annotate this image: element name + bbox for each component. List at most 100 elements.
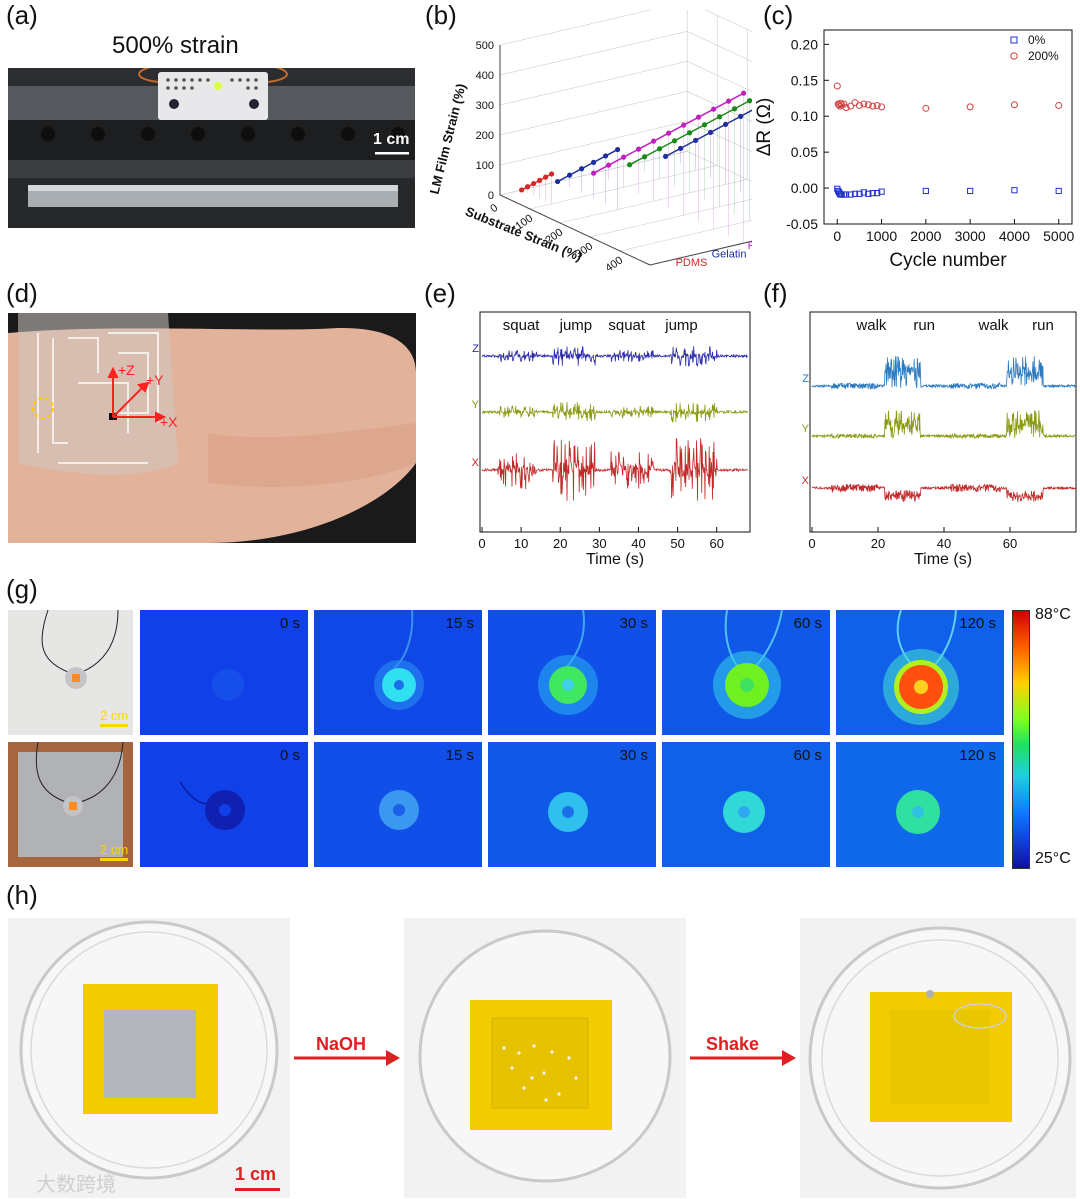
series-name: Y (472, 399, 480, 411)
scale-bar-label-g2: 2 cm (100, 842, 129, 857)
trace-z (481, 346, 748, 368)
x-tick-label: 0 (488, 202, 500, 215)
thermal-time-label: 120 s (959, 615, 996, 632)
data-point (855, 101, 863, 109)
data-point (842, 104, 850, 112)
dish-before-drawing (19, 920, 280, 1191)
arrow-shake (690, 1050, 796, 1066)
x-tick-label: 30 (592, 536, 606, 551)
x-tick-label: 0 (478, 536, 485, 551)
data-point (837, 99, 845, 107)
data-point (836, 102, 844, 110)
data-point (591, 159, 597, 165)
grid-line (499, 31, 752, 76)
x-tick-label: 50 (670, 536, 684, 551)
scale-bar-label-g1: 2 cm (100, 708, 129, 723)
x-tick-label: 20 (871, 536, 885, 551)
chart-e-frame (479, 311, 751, 533)
thermal-time-label: 30 s (619, 747, 648, 764)
x-tick-label: 4000 (999, 228, 1030, 244)
legend-marker (1010, 36, 1018, 44)
x-tick-label: 500 (633, 268, 655, 270)
chart-f-series-names: Z Y X (802, 373, 810, 487)
chart-c-frame (823, 29, 1073, 225)
axis-label-z: +Z (118, 362, 135, 378)
chart-e-motion: squat jump squat jump Z Y X 0 10 20 30 40 50 60 Tim… (472, 311, 751, 568)
grid-line (589, 198, 752, 238)
panel-e-label: (e) (424, 278, 456, 308)
segment-label: run (913, 317, 935, 334)
grid-line (499, 10, 752, 46)
watermark-text: 大数跨境 (36, 1174, 116, 1196)
stretch-rig-drawing (8, 68, 415, 228)
y-tick-label: 100 (476, 160, 494, 172)
step-label-naoh: NaOH (316, 1034, 367, 1054)
data-point (865, 190, 872, 197)
substrate-label-rubber: Rubber (748, 240, 752, 252)
thermal-time-label: 15 s (445, 615, 474, 632)
thermal-bottom-60s: 60 s (662, 742, 830, 867)
series-name: Z (472, 343, 479, 355)
panel-h-label: (h) (6, 880, 38, 910)
stretch-rig-photo: 1 cm (8, 68, 415, 228)
data-point (663, 153, 669, 159)
data-point (836, 190, 844, 197)
trace-z (811, 356, 1076, 390)
data-point (860, 189, 867, 196)
chart-f-frame (809, 311, 1077, 533)
dish-photo-naoh (404, 918, 686, 1198)
thermal-top-15s: 15 s (314, 610, 482, 735)
data-point (603, 153, 609, 159)
data-point (847, 102, 855, 110)
panel-d-label: (d) (6, 278, 38, 308)
x-tick-label: 3000 (955, 228, 986, 244)
chart-e-xlabel: Time (s) (586, 551, 644, 568)
chart-c-xticks: 0 1000 2000 3000 4000 5000 (833, 219, 1074, 244)
x-tick-label: 2000 (910, 228, 941, 244)
y-tick-label: 400 (476, 70, 494, 82)
thermal-bottom-120s: 120 s (836, 742, 1004, 867)
data-point (525, 184, 531, 190)
data-point (579, 166, 585, 172)
segment-label: walk (855, 317, 887, 334)
segment-label: squat (608, 317, 646, 334)
dish-photo-shake (800, 918, 1076, 1198)
x-tick-label: 10 (514, 536, 528, 551)
data-point (1011, 187, 1018, 194)
thermal-bottom-15s: 15 s (314, 742, 482, 867)
y-tick-label: 0.15 (791, 72, 818, 88)
thermal-bottom-30s: 30 s (488, 742, 656, 867)
chart-b-3d-strain: 0 100 200 300 400 500 0 100 200 300 400 500 PDMS Ge… (427, 10, 752, 270)
chart-c-points (833, 82, 1063, 198)
step-label-shake: Shake (706, 1034, 760, 1054)
x-tick-label: 1000 (866, 228, 897, 244)
y-tick-label: 0 (488, 190, 494, 202)
y-tick-label: 300 (476, 100, 494, 112)
chart-f-motion: walk run walk run Z Y X 0 20 40 60 Time (s) (802, 311, 1077, 568)
chart-b-substrate-labels: PDMSGelatinRubberPUSBS (676, 240, 752, 269)
x-tick-label: 5000 (1043, 228, 1074, 244)
segment-label: run (1032, 317, 1054, 334)
thermal-top-120s: 120 s (836, 610, 1004, 735)
substrate-label-gelatin: Gelatin (712, 249, 747, 261)
thermal-time-label: 0 s (279, 615, 300, 632)
panel-a-label: (a) (6, 0, 38, 30)
y-tick-label: 0.10 (791, 108, 818, 124)
series-name: X (802, 475, 810, 487)
y-tick-label: 0.20 (791, 36, 818, 52)
data-point (851, 99, 859, 107)
segment-label: walk (977, 317, 1009, 334)
grid-line (499, 61, 752, 106)
data-point (966, 103, 974, 111)
segment-label: jump (664, 317, 698, 334)
chart-c-cycle: -0.05 0.00 0.05 0.10 0.15 0.20 0 1000 2000 3000 4… (754, 29, 1074, 271)
x-tick-label: 40 (937, 536, 951, 551)
thermal-time-label: 60 s (793, 747, 822, 764)
series-name: X (472, 457, 480, 469)
data-point (878, 188, 885, 195)
x-axis (499, 194, 651, 266)
data-point (856, 190, 863, 197)
chart-e-segment-labels: squat jump squat jump (503, 317, 698, 334)
y-tick-label: 200 (476, 130, 494, 142)
x-tick-label: 400 (603, 254, 625, 270)
